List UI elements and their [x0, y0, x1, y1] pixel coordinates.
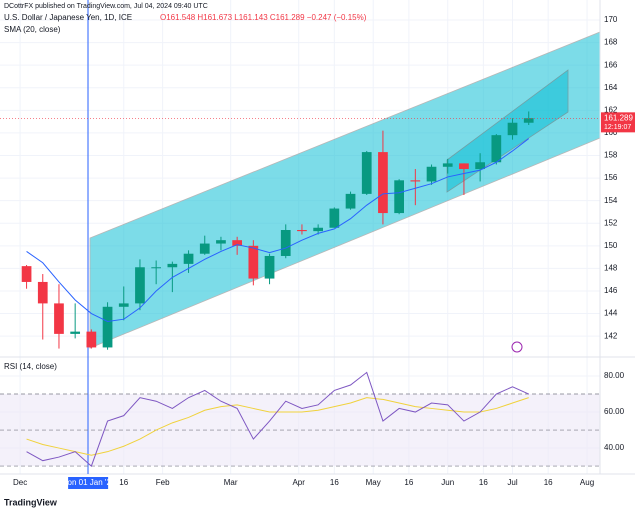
y-tick-label: 162	[604, 105, 618, 114]
candle-body	[232, 240, 243, 246]
attribution: DCottrFX published on TradingView.com, J…	[4, 3, 208, 10]
candle-body	[523, 118, 534, 123]
inner-channel	[446, 69, 569, 193]
y-tick-label: 166	[604, 60, 618, 69]
candle-body	[297, 230, 307, 232]
candle-body	[329, 208, 340, 228]
y-tick-label: 142	[604, 331, 618, 340]
candle-body	[475, 162, 485, 170]
candle-body	[151, 267, 162, 269]
symbol-title: U.S. Dollar / Japanese Yen, 1D, ICE	[4, 13, 132, 22]
y-tick-label: 164	[604, 83, 618, 92]
candle-body	[199, 243, 210, 254]
candle-body	[410, 180, 421, 182]
rsi-line	[26, 371, 529, 467]
countdown: 12:19:07	[604, 124, 631, 131]
y-tick-label: 168	[604, 38, 618, 47]
candle-body	[394, 180, 404, 214]
event-icon[interactable]	[511, 341, 523, 353]
candle-body	[345, 193, 356, 209]
x-tick-label: 16	[544, 478, 553, 487]
x-tick-label: 16	[330, 478, 339, 487]
sma-line	[26, 138, 530, 322]
y-tick-label: 170	[604, 15, 618, 24]
x-tick-label: Apr	[292, 478, 305, 487]
x-tick-label: 16	[479, 478, 488, 487]
y-tick-label: 158	[604, 151, 618, 160]
x-tick-label: May	[366, 478, 381, 487]
candle-body	[313, 227, 324, 232]
candle-body	[54, 303, 64, 334]
y-tick-label: 154	[604, 196, 618, 205]
y-tick-label: 148	[604, 264, 618, 273]
candle-body	[21, 266, 32, 282]
y-tick-label: 156	[604, 173, 618, 182]
candle-body	[264, 255, 275, 279]
y-tick-label: 146	[604, 286, 618, 295]
y-tick-label: 144	[604, 309, 618, 318]
brand: TradingView	[4, 497, 58, 507]
x-tick-label: Aug	[580, 478, 594, 487]
x-tick-label: Jul	[507, 478, 517, 487]
x-tick-label: Mar	[224, 478, 238, 487]
last-price-label: 161.289	[604, 113, 633, 122]
candle-body	[216, 240, 226, 244]
crosshair-label-bg	[68, 477, 109, 489]
candle-body	[183, 253, 194, 264]
candle-body	[70, 331, 81, 334]
candle-body	[167, 263, 178, 268]
candle-body	[248, 245, 259, 279]
candle-body	[102, 306, 113, 348]
candle-body	[135, 267, 145, 304]
x-tick-label: Jun	[441, 478, 454, 487]
x-tick-label: Feb	[156, 478, 170, 487]
candle-body	[280, 230, 291, 256]
candle-body	[361, 152, 372, 194]
sma-label: SMA (20, close)	[4, 25, 61, 34]
candle-body	[118, 303, 129, 307]
ohlc: O161.548 H161.673 L161.143 C161.289 −0.2…	[160, 13, 367, 22]
candle-body	[37, 281, 48, 304]
x-tick-label: Dec	[13, 478, 27, 487]
candle-body	[442, 163, 453, 167]
candle-body	[459, 163, 469, 170]
x-tick-label: 16	[119, 478, 128, 487]
candle-body	[507, 122, 518, 136]
y-tick-label: 150	[604, 241, 618, 250]
y-tick-label: 160	[604, 128, 618, 137]
x-tick-label: 16	[404, 478, 413, 487]
rsi-tick-label: 40.00	[604, 443, 625, 452]
rsi-label: RSI (14, close)	[4, 362, 57, 371]
candle-body	[378, 152, 388, 214]
last-price-tag	[601, 112, 635, 133]
candle-body	[491, 135, 502, 163]
candle-body	[86, 331, 97, 348]
rsi-ma-line	[26, 397, 529, 456]
y-tick-label: 152	[604, 218, 618, 227]
rsi-tick-label: 60.00	[604, 407, 625, 416]
x-tick-label: Mon 01 Jan '24	[61, 478, 116, 487]
rsi-tick-label: 80.00	[604, 371, 625, 380]
candle-body	[426, 166, 437, 182]
